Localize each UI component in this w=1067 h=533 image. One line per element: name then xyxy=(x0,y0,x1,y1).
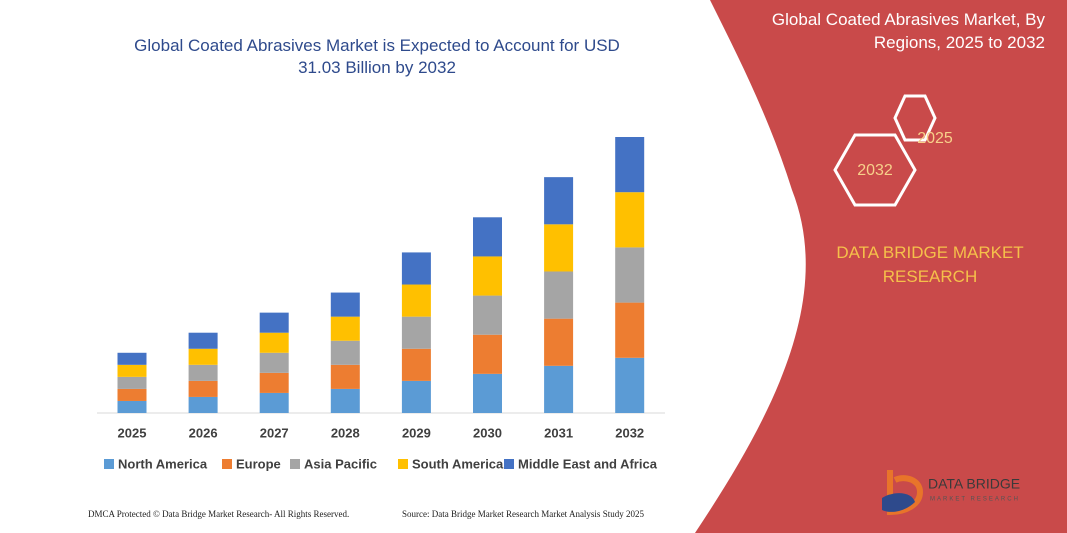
hex-label: 2032 xyxy=(857,162,893,179)
hex-label: 2025 xyxy=(917,130,953,147)
bar-segment xyxy=(473,256,502,296)
brand: DATA BRIDGE MARKET RESEARCH xyxy=(836,243,1024,286)
bar-segment xyxy=(615,137,645,193)
hexagon xyxy=(833,133,917,207)
x-tick-label: 2027 xyxy=(260,425,289,440)
bar-segment xyxy=(544,271,574,319)
bar-segment xyxy=(544,224,574,272)
bar-segment xyxy=(117,364,147,377)
x-tick-label: 2031 xyxy=(544,425,573,440)
bar-segment xyxy=(188,380,218,397)
logo-tagline: MARKET RESEARCH xyxy=(930,497,1020,503)
legend-label: North America xyxy=(118,456,208,471)
bar-segment xyxy=(401,284,431,317)
bar-segment xyxy=(615,357,645,413)
x-tick-label: 2029 xyxy=(402,425,431,440)
bar-segment xyxy=(544,318,574,366)
legend-label: Asia Pacific xyxy=(304,456,377,471)
bar-segment xyxy=(117,376,147,389)
bar-segment xyxy=(117,400,147,413)
bar-segment xyxy=(330,364,360,389)
bar-segment xyxy=(117,388,147,401)
bar-segment xyxy=(473,217,502,257)
bar-segment xyxy=(615,247,645,303)
x-tick-label: 2030 xyxy=(473,425,502,440)
bar-segment xyxy=(473,334,502,374)
bar-segment xyxy=(330,316,360,341)
x-tick-label: 2028 xyxy=(331,425,360,440)
bar-segment xyxy=(401,348,431,381)
bar-segment xyxy=(188,332,218,349)
bar-segment xyxy=(188,348,218,365)
bar-segment xyxy=(401,252,431,285)
legend-label: South America xyxy=(412,456,504,471)
bar-segment xyxy=(330,292,360,317)
legend-label: Europe xyxy=(236,456,281,471)
logo-icon xyxy=(887,470,924,516)
chart-title: Global Coated Abrasives Market is Expect… xyxy=(134,36,620,77)
bar-segment xyxy=(259,372,289,393)
bar-segment xyxy=(259,392,289,413)
bar-segment xyxy=(544,177,574,225)
x-tick-label: 2026 xyxy=(189,425,218,440)
bar-segment xyxy=(615,302,645,358)
x-tick-label: 2025 xyxy=(118,425,147,440)
x-tick-label: 2032 xyxy=(615,425,644,440)
hexagon xyxy=(893,94,937,142)
logo-name: DATA BRIDGE xyxy=(928,476,1020,492)
legend-swatch xyxy=(398,459,408,469)
bar-segment xyxy=(188,364,218,381)
legend-swatch xyxy=(504,459,514,469)
legend-swatch xyxy=(290,459,300,469)
footer-left: DMCA Protected © Data Bridge Market Rese… xyxy=(88,509,350,519)
panel-title: Global Coated Abrasives Market, By Regio… xyxy=(771,10,1045,52)
side-panel xyxy=(695,0,1067,533)
bar-segment xyxy=(473,373,502,413)
bar-segment xyxy=(615,192,645,248)
legend-label: Middle East and Africa xyxy=(518,456,658,471)
bar-segment xyxy=(473,295,502,335)
bar-segment xyxy=(544,365,574,413)
bar-segment xyxy=(259,312,289,333)
legend-swatch xyxy=(104,459,114,469)
footer-right: Source: Data Bridge Market Research Mark… xyxy=(402,509,644,519)
bar-segment xyxy=(117,352,147,365)
bar-segment xyxy=(330,340,360,365)
logo-icon xyxy=(882,493,915,512)
legend-swatch xyxy=(222,459,232,469)
bar-segment xyxy=(188,396,218,413)
bar-segment xyxy=(401,380,431,413)
bar-segment xyxy=(401,316,431,349)
bar-segment xyxy=(259,352,289,373)
bar-segment xyxy=(330,388,360,413)
bar-segment xyxy=(259,332,289,353)
